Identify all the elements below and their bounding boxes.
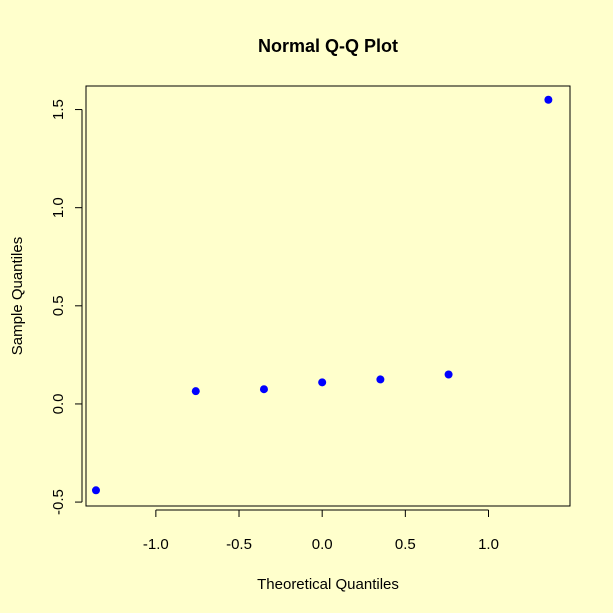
data-point [191, 387, 200, 396]
plot-frame [85, 85, 571, 507]
x-tick-label: 0.5 [395, 536, 416, 553]
data-point [376, 375, 385, 384]
data-point [444, 370, 453, 379]
x-axis-label: Theoretical Quantiles [257, 576, 399, 593]
y-tick-label: 0.0 [50, 394, 67, 415]
x-tick-label: -0.5 [226, 536, 252, 553]
y-axis: -0.5 0.0 0.5 1.0 1.5 [50, 99, 83, 515]
x-tick-label: -1.0 [143, 536, 169, 553]
data-point [91, 486, 100, 495]
chart-title: Normal Q-Q Plot [258, 36, 398, 56]
data-point [259, 385, 268, 394]
y-tick-label: 1.5 [50, 99, 67, 120]
data-point [318, 378, 327, 387]
x-tick-label: 0.0 [312, 536, 333, 553]
data-points [91, 95, 553, 495]
y-tick-label: 1.0 [50, 197, 67, 218]
data-point [544, 95, 553, 104]
x-axis: -1.0 -0.5 0.0 0.5 1.0 [143, 509, 499, 553]
y-tick-label: -0.5 [50, 489, 67, 515]
y-tick-label: 0.5 [50, 295, 67, 316]
y-axis-label: Sample Quantiles [9, 237, 26, 355]
x-tick-label: 1.0 [478, 536, 499, 553]
